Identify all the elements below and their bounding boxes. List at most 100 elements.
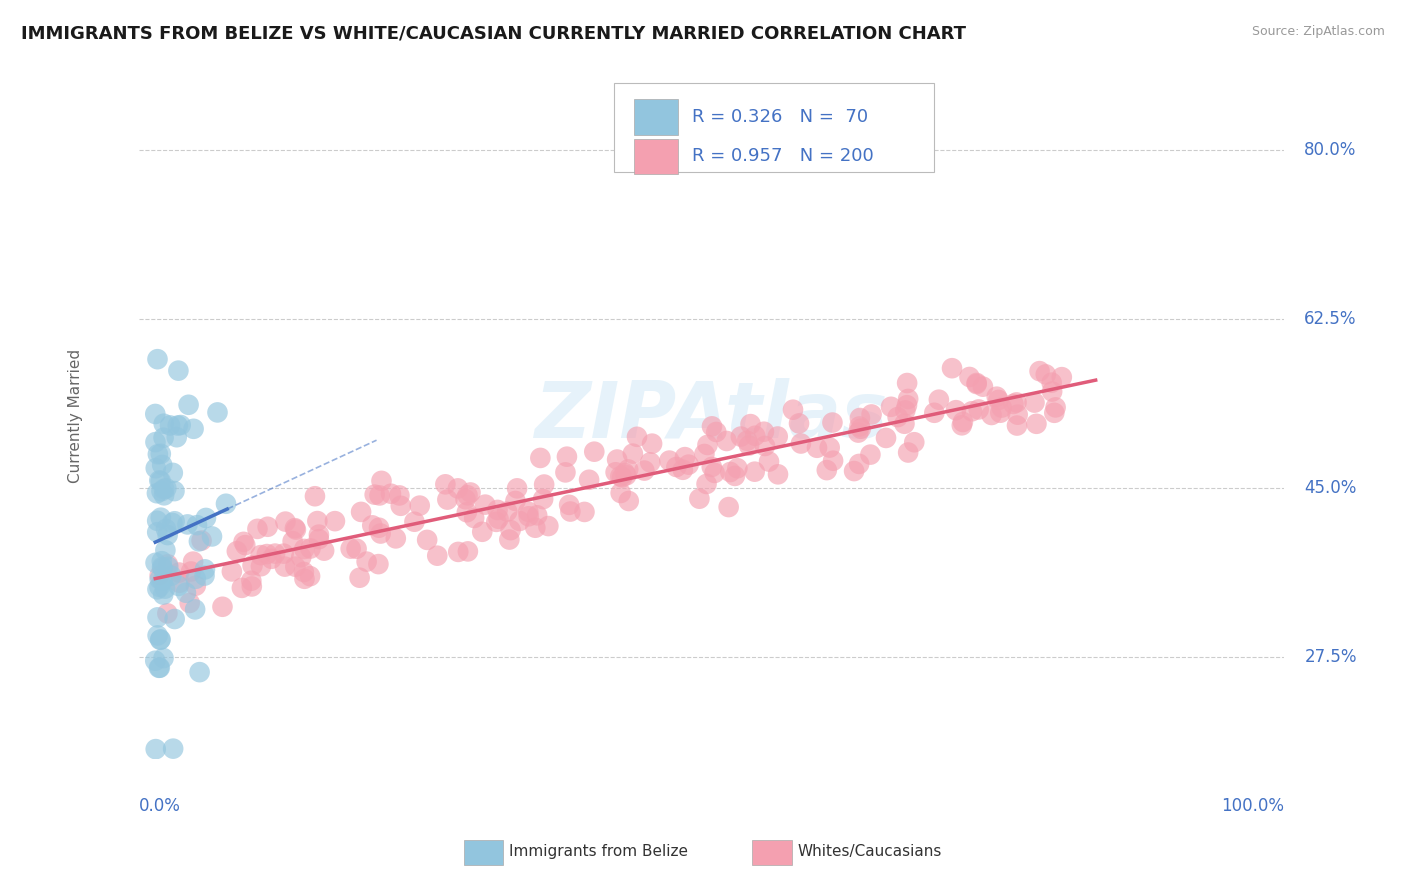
Point <box>617 462 640 476</box>
Point <box>181 555 204 569</box>
Point <box>349 571 371 585</box>
Point <box>447 545 470 559</box>
Point <box>456 505 478 519</box>
Point <box>294 572 316 586</box>
Point <box>537 519 560 533</box>
Point <box>163 612 186 626</box>
Point <box>146 582 169 597</box>
Point <box>609 486 631 500</box>
Point <box>149 632 172 647</box>
Point <box>299 569 322 583</box>
Point <box>160 568 183 582</box>
Point <box>1024 395 1046 409</box>
Point <box>688 491 710 506</box>
Point <box>146 610 169 624</box>
Point <box>678 458 700 472</box>
Point <box>960 404 983 418</box>
Point <box>849 411 872 425</box>
Point <box>454 492 477 507</box>
Point <box>284 559 307 574</box>
Point <box>240 574 263 588</box>
Point <box>149 568 172 582</box>
Point <box>717 500 740 514</box>
Point <box>152 588 174 602</box>
Point <box>184 572 207 586</box>
Point <box>323 514 346 528</box>
Point <box>307 514 329 528</box>
Point <box>486 503 509 517</box>
Point <box>496 504 519 518</box>
Point <box>149 474 172 488</box>
Point <box>782 402 804 417</box>
Point <box>256 520 278 534</box>
Point <box>148 580 170 594</box>
Point <box>941 361 963 376</box>
Point <box>526 508 548 523</box>
Text: 0.0%: 0.0% <box>139 797 180 814</box>
Point <box>700 459 723 474</box>
Point <box>156 607 179 621</box>
Point <box>952 415 974 429</box>
Point <box>658 453 681 467</box>
Point <box>988 406 1011 420</box>
Point <box>897 445 920 459</box>
Point <box>990 401 1012 415</box>
Point <box>1040 376 1063 390</box>
Point <box>274 515 297 529</box>
Point <box>163 484 186 499</box>
Point <box>740 417 762 431</box>
Point <box>380 487 402 501</box>
Point <box>284 521 307 535</box>
Point <box>886 410 908 425</box>
Point <box>149 447 172 461</box>
Point <box>474 498 496 512</box>
FancyBboxPatch shape <box>614 83 935 172</box>
Point <box>290 550 312 565</box>
Point <box>897 392 920 406</box>
Point <box>370 526 392 541</box>
Point <box>730 429 752 443</box>
Point <box>264 547 287 561</box>
Point <box>447 482 470 496</box>
Point <box>583 444 606 458</box>
Point <box>167 364 190 378</box>
Point <box>388 488 411 502</box>
Point <box>146 352 169 367</box>
Point <box>150 554 173 568</box>
Point <box>842 464 865 478</box>
Point <box>754 439 776 453</box>
Point <box>404 515 426 529</box>
Point <box>152 417 174 431</box>
Point <box>304 489 326 503</box>
Point <box>339 541 361 556</box>
Text: R = 0.957   N = 200: R = 0.957 N = 200 <box>692 147 873 165</box>
Point <box>436 492 458 507</box>
Point <box>149 632 172 647</box>
Point <box>716 434 738 448</box>
Point <box>370 474 392 488</box>
Point <box>966 377 988 392</box>
Point <box>673 450 696 464</box>
Text: 27.5%: 27.5% <box>1305 648 1357 666</box>
Point <box>725 461 748 475</box>
Point <box>621 447 644 461</box>
Point <box>529 450 551 465</box>
Point <box>162 516 184 530</box>
Point <box>986 390 1008 404</box>
Point <box>672 463 695 477</box>
Point <box>724 469 747 483</box>
Point <box>155 522 177 536</box>
Point <box>368 521 391 535</box>
Point <box>211 599 233 614</box>
Point <box>146 628 169 642</box>
Text: 100.0%: 100.0% <box>1220 797 1284 814</box>
Text: 45.0%: 45.0% <box>1305 479 1357 498</box>
Point <box>766 429 789 443</box>
Point <box>260 551 283 566</box>
Point <box>152 431 174 445</box>
Point <box>460 485 482 500</box>
Point <box>434 477 457 491</box>
Point <box>700 419 723 434</box>
Point <box>150 560 173 574</box>
Point <box>875 431 897 445</box>
